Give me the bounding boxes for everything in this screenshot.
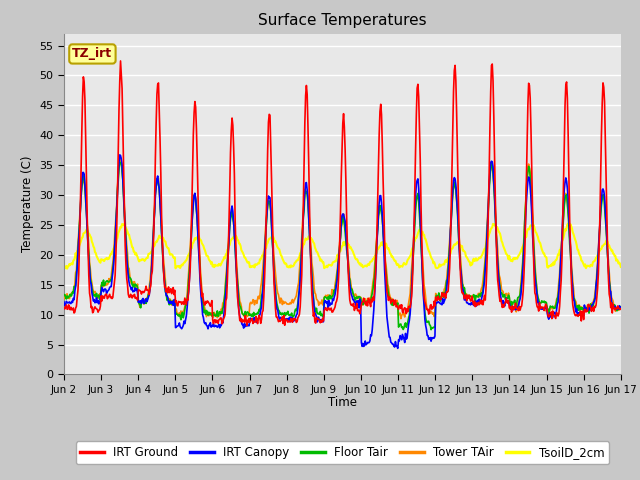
Title: Surface Temperatures: Surface Temperatures (258, 13, 427, 28)
X-axis label: Time: Time (328, 396, 357, 409)
Y-axis label: Temperature (C): Temperature (C) (21, 156, 34, 252)
Text: TZ_irt: TZ_irt (72, 48, 113, 60)
Legend: IRT Ground, IRT Canopy, Floor Tair, Tower TAir, TsoilD_2cm: IRT Ground, IRT Canopy, Floor Tair, Towe… (76, 442, 609, 464)
